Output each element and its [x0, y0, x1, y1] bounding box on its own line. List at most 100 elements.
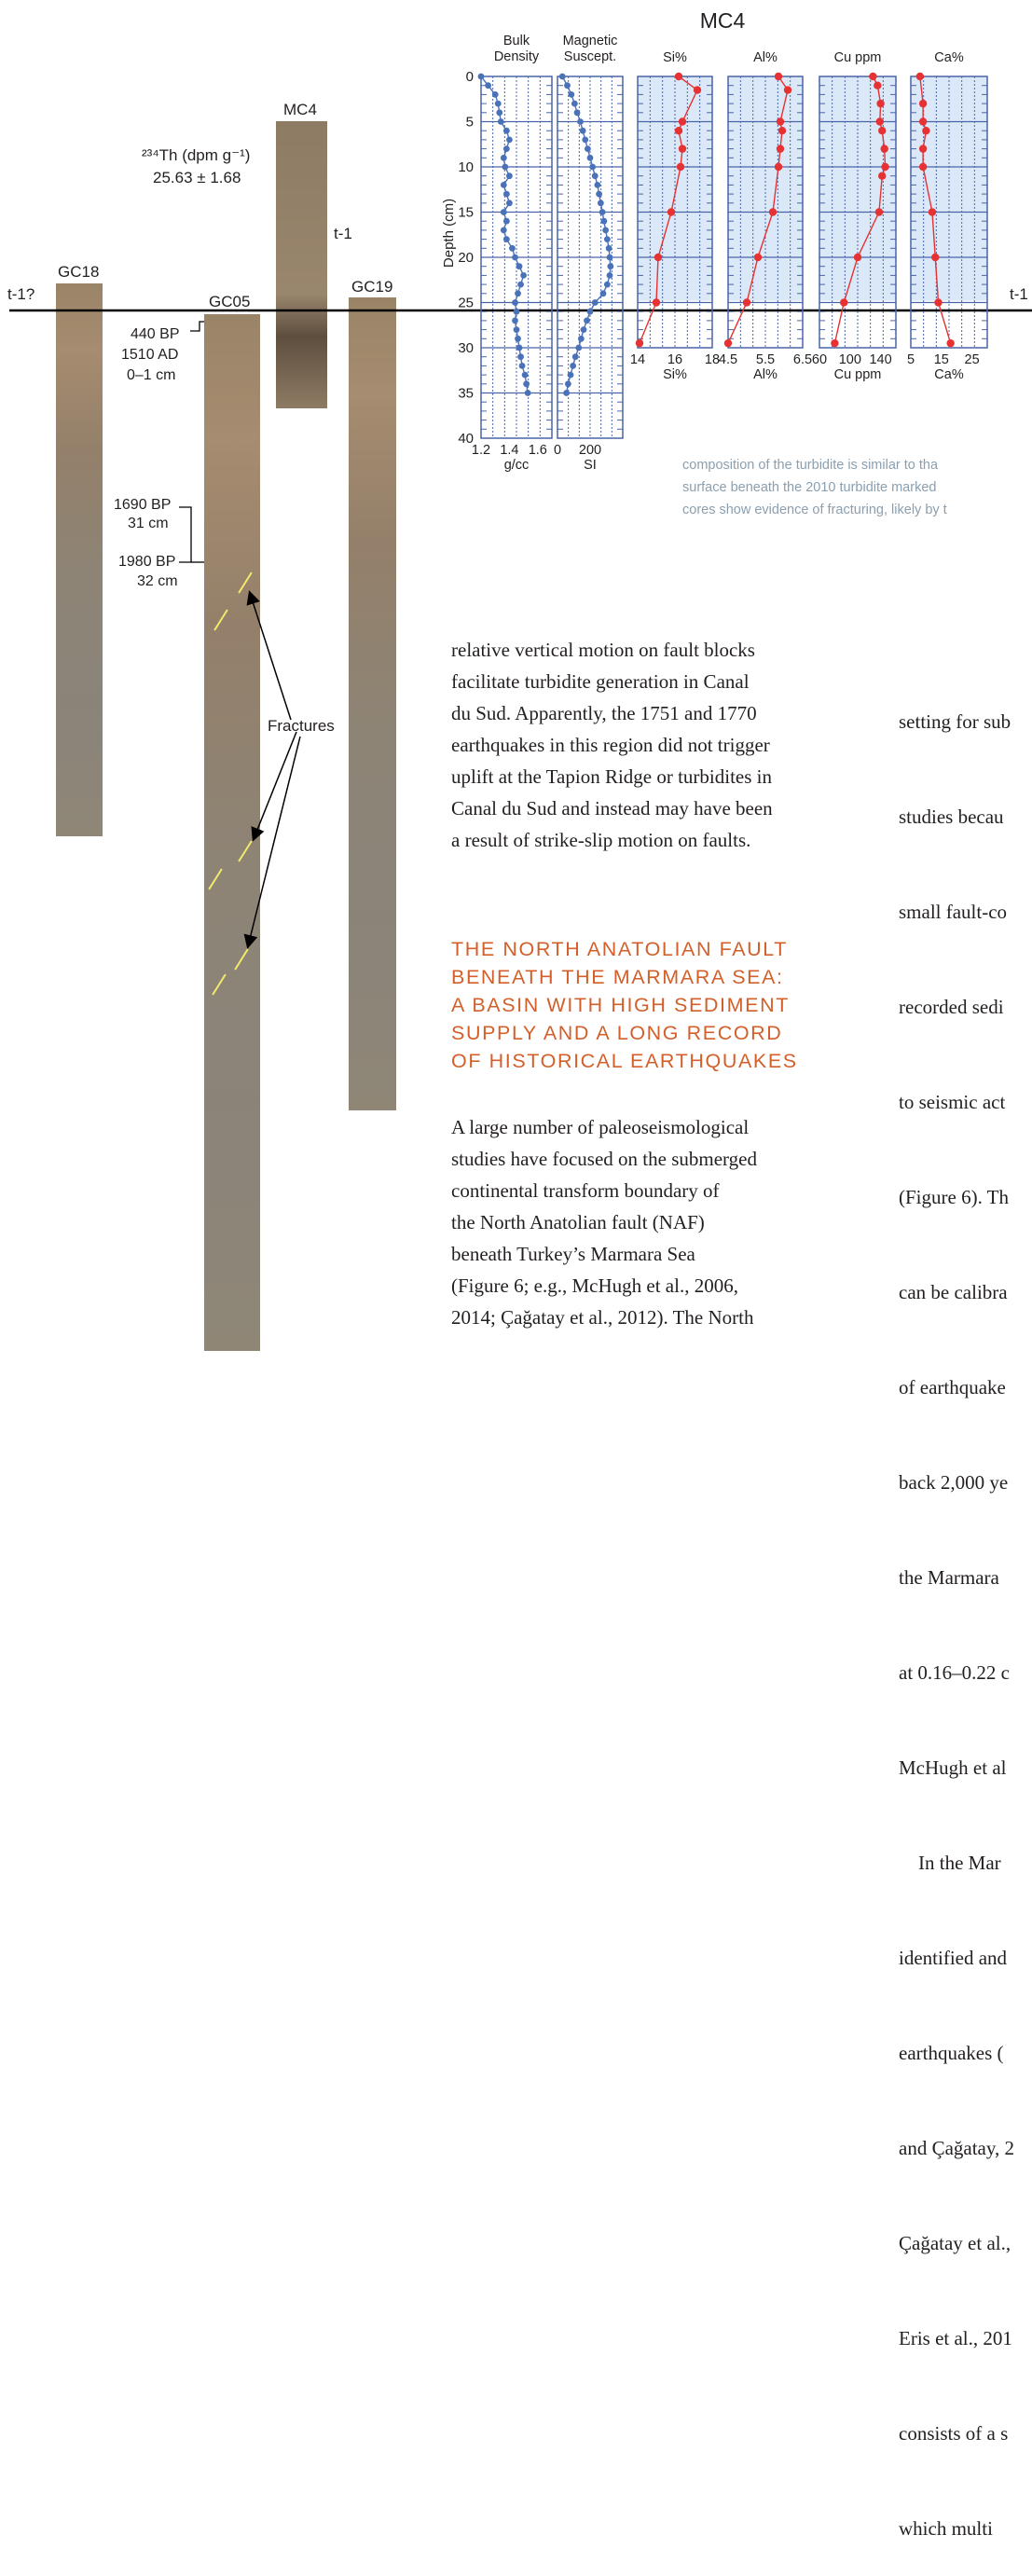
y-tick-label: 35	[458, 386, 474, 402]
data-point	[520, 272, 527, 279]
core-mc4	[276, 121, 327, 408]
chart-title: MC4	[700, 8, 746, 33]
panel-title: Cu ppm	[834, 50, 882, 65]
data-point	[584, 145, 591, 153]
core-label-gc05: GC05	[209, 293, 251, 310]
data-point	[502, 190, 510, 198]
t1-right-label: t-1	[1010, 285, 1028, 303]
mc4-profile-chart: MC4 Depth (cm) 0 5 10 15 20 25 30 35 40 BulkDens…	[441, 8, 988, 473]
data-point	[506, 200, 513, 207]
data-point	[477, 73, 485, 80]
paragraph-line: back 2,000 ye	[899, 1471, 1009, 1494]
panel-3: Al% 4.5 5.5 6.5 Al%	[719, 50, 812, 382]
data-point	[596, 190, 603, 198]
data-point	[586, 308, 594, 315]
paragraph-line: a result of strike-slip motion on faults…	[451, 829, 751, 851]
paragraph-line: identified and	[899, 1947, 1008, 1969]
data-point	[776, 145, 785, 153]
data-point	[774, 72, 783, 81]
paragraph-line: continental transform boundary of	[451, 1179, 720, 1202]
data-point	[774, 162, 783, 172]
data-point	[599, 209, 606, 215]
data-point	[931, 253, 940, 262]
core-label-mc4: MC4	[283, 101, 317, 118]
y-tick-label: 25	[458, 296, 474, 311]
data-point	[602, 227, 610, 234]
data-point	[874, 81, 882, 90]
data-point	[573, 109, 581, 117]
data-point	[523, 380, 530, 388]
data-point	[918, 99, 928, 108]
fractures-label: Fractures	[268, 717, 335, 735]
x-tick-label: 15	[934, 352, 949, 367]
data-point	[579, 127, 586, 134]
paragraph-line: and Çağatay, 2	[899, 2137, 1015, 2159]
data-point	[606, 254, 613, 261]
data-point	[580, 326, 587, 333]
core-gc18	[56, 283, 103, 836]
data-point	[570, 363, 577, 369]
core-label-gc19: GC19	[351, 278, 393, 296]
data-point	[915, 72, 925, 81]
paragraph-line: facilitate turbidite generation in Canal	[451, 670, 750, 693]
data-point	[497, 118, 504, 125]
data-point	[563, 390, 571, 396]
data-point	[502, 236, 510, 242]
paragraph-line: studies becau	[899, 806, 1004, 828]
data-point	[568, 91, 575, 98]
data-point	[723, 338, 733, 348]
paragraph-line: Eris et al., 201	[899, 2327, 1012, 2349]
paragraph-line: uplift at the Tapion Ridge or turbidites…	[451, 765, 773, 788]
heading-line: A Basin with High Sediment	[451, 994, 790, 1016]
data-point	[934, 298, 943, 307]
series-line	[919, 76, 952, 344]
age-440bp: 440 BP	[131, 326, 180, 342]
paragraph-line: recorded sedi	[899, 996, 1004, 1018]
paragraph-line: the Marmara	[899, 1566, 999, 1589]
data-point	[500, 209, 507, 215]
panel-title: Magnetic	[563, 34, 618, 48]
x-axis-label: g/cc	[504, 458, 530, 473]
y-tick-label: 30	[458, 340, 474, 356]
data-point	[918, 117, 928, 126]
heading-line: The North Anatolian Fault	[451, 938, 788, 960]
data-point	[575, 344, 583, 351]
data-point	[880, 145, 888, 153]
data-point	[776, 117, 785, 126]
body-column-1: relative vertical motion on fault blocks…	[451, 634, 871, 856]
age-31cm: 31 cm	[128, 516, 169, 531]
data-point	[831, 338, 839, 348]
data-point	[753, 253, 763, 262]
y-tick-label: 5	[466, 115, 474, 131]
data-point	[500, 227, 507, 234]
th-value: 25.63 ± 1.68	[153, 169, 241, 186]
data-point	[485, 82, 491, 90]
data-point	[635, 338, 644, 348]
data-point	[517, 281, 524, 288]
data-point	[768, 208, 777, 216]
data-point	[564, 82, 571, 90]
data-point	[491, 91, 499, 98]
th-label: ²³⁴Th (dpm g⁻¹)	[142, 146, 251, 164]
core-gc19	[349, 297, 396, 1110]
data-point	[853, 253, 862, 262]
series-line	[727, 76, 789, 344]
data-point	[516, 263, 523, 270]
panel-frame	[910, 76, 988, 349]
data-point	[874, 208, 884, 216]
data-point	[558, 73, 566, 80]
data-point	[518, 363, 526, 369]
data-point	[577, 335, 585, 342]
x-tick-label: 16	[667, 352, 682, 367]
x-tick-label: 200	[579, 443, 601, 458]
data-point	[783, 86, 792, 94]
x-tick-label: 1.2	[472, 443, 490, 458]
series-line	[561, 76, 612, 393]
paragraph-line: studies have focused on the submerged	[451, 1148, 757, 1170]
y-tick-label: 10	[458, 159, 474, 175]
caption-line: composition of the turbidite is similar …	[682, 458, 939, 473]
paragraph-line: Çağatay et al.,	[899, 2232, 1011, 2254]
data-point	[674, 72, 683, 81]
panel-frame	[727, 76, 804, 349]
